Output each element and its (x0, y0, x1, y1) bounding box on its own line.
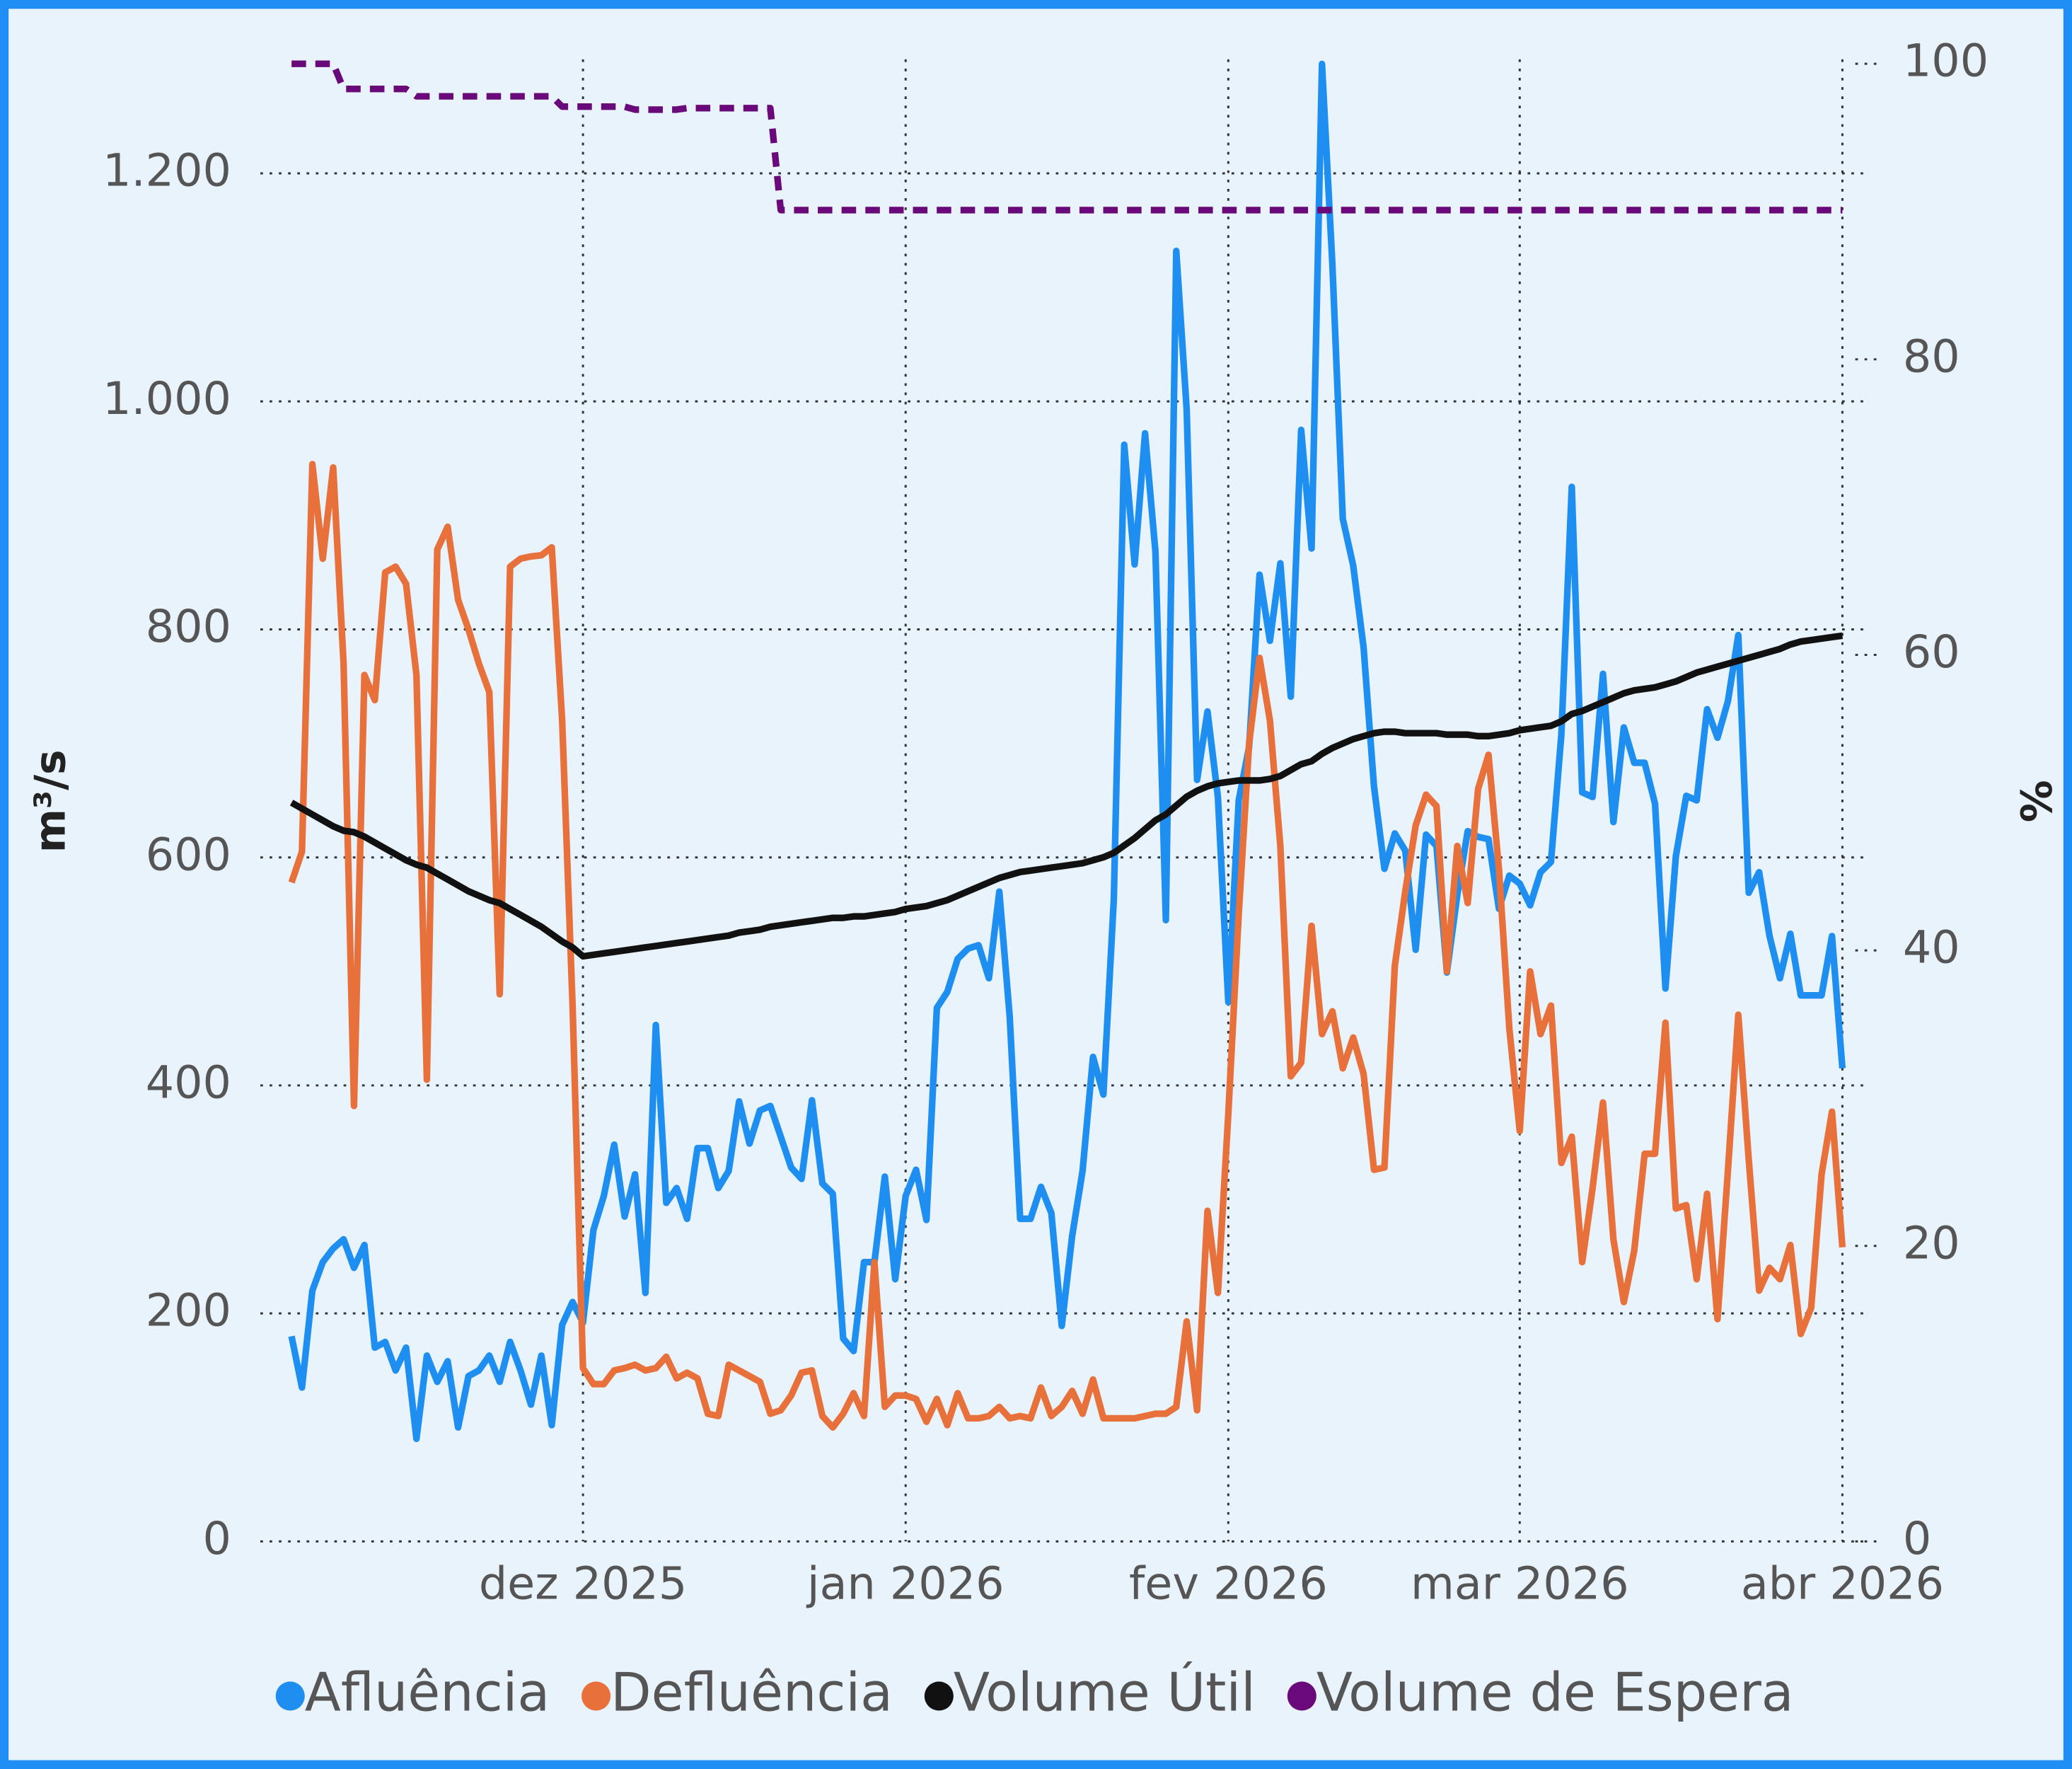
series-line (288, 461, 1846, 1431)
legend-marker (581, 1681, 611, 1711)
y-tick-label: 400 (146, 1056, 231, 1109)
y-tick-label: 200 (146, 1284, 231, 1337)
y2-tick-label: 80 (1903, 330, 1960, 382)
legend-label: Volume Útil (954, 1661, 1256, 1723)
y-tick-label: 1.000 (103, 372, 231, 425)
x-tick-label: abr 2026 (1741, 1557, 1944, 1609)
y-tick-label: 1.200 (103, 144, 231, 197)
series-line (289, 632, 1844, 960)
y-tick-label: 600 (146, 828, 231, 880)
x-tick-label: mar 2026 (1411, 1557, 1629, 1609)
legend-label: Defluência (610, 1661, 893, 1723)
legend-marker (275, 1681, 305, 1711)
series-line (288, 60, 1846, 1443)
legend-marker (924, 1681, 954, 1711)
y-axis-title: m³/s (26, 749, 75, 853)
x-tick-label: jan 2026 (806, 1557, 1005, 1609)
x-tick-label: dez 2025 (479, 1557, 688, 1609)
y2-tick-label: 20 (1903, 1216, 1960, 1269)
y-tick-label: 0 (202, 1512, 231, 1565)
y2-tick-label: 40 (1903, 921, 1960, 974)
y2-tick-label: 0 (1903, 1512, 1931, 1565)
legend-marker (1287, 1681, 1316, 1711)
y2-axis-title: % (2010, 780, 2059, 822)
y2-tick-label: 60 (1903, 626, 1960, 678)
y-tick-label: 800 (146, 600, 231, 652)
legend-label: Volume de Espera (1316, 1661, 1794, 1723)
y2-tick-label: 100 (1903, 35, 1989, 87)
legend-label: Afluência (305, 1661, 550, 1723)
x-tick-label: fev 2026 (1129, 1557, 1328, 1609)
series-line (291, 60, 1843, 214)
